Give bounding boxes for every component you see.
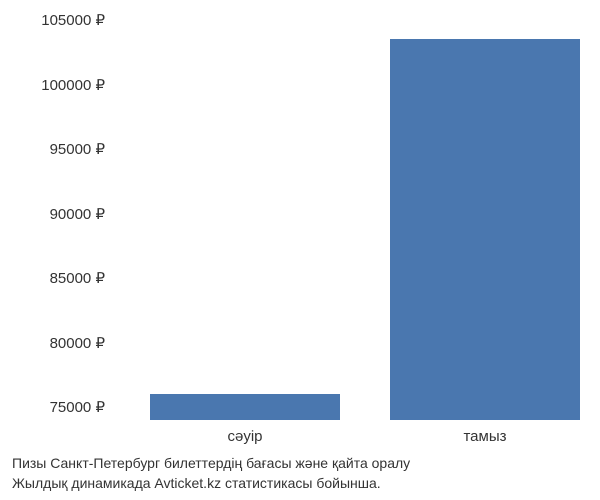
y-tick-label: 95000 ₽ [50,140,105,158]
x-tick-label: сәуір [195,428,295,445]
bar [150,394,340,420]
x-tick-label: тамыз [435,428,535,445]
chart-caption: Пизы Санкт-Петербург билеттердің бағасы … [12,454,588,493]
y-tick-label: 105000 ₽ [41,11,105,29]
y-tick-label: 80000 ₽ [50,334,105,352]
bar-chart: 75000 ₽ 80000 ₽ 85000 ₽ 90000 ₽ 95000 ₽ 10000… [0,0,600,500]
y-tick-label: 100000 ₽ [41,76,105,94]
bar [390,39,580,420]
y-tick-label: 90000 ₽ [50,205,105,223]
y-tick-label: 85000 ₽ [50,269,105,287]
caption-line-2: Жылдық динамикада Avticket.kz статистика… [12,474,588,494]
y-tick-label: 75000 ₽ [50,398,105,416]
caption-line-1: Пизы Санкт-Петербург билеттердің бағасы … [12,454,588,474]
plot-area [110,20,580,420]
